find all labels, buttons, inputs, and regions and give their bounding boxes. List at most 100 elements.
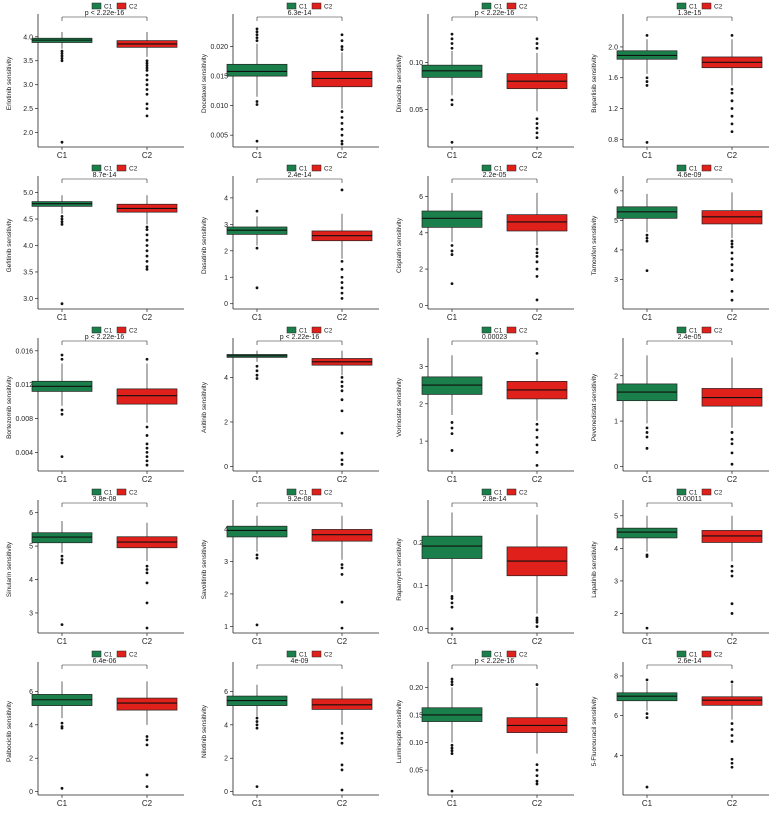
x-tick-label-c1: C1 [57,799,68,808]
outlier-point [730,462,734,466]
box-c2 [311,686,373,792]
outlier-point [145,357,149,361]
box-c2 [701,357,763,466]
box-c1 [616,33,678,144]
legend: C1 C2 [286,2,333,11]
outlier-point [340,133,344,137]
p-value-label: p < 2.22e-16 [475,658,515,665]
y-tick-label: 0.8 [608,137,618,144]
legend-swatch-c2 [701,2,712,10]
legend-swatch-c1 [676,164,687,172]
outlier-point [645,76,649,80]
legend-label-c1: C1 [689,328,698,335]
legend-label-c1: C1 [104,490,113,497]
y-axis-label: Vorinostat sensitivity [396,377,403,437]
outlier-point [145,78,149,82]
outlier-point [645,233,649,237]
boxplot-panel: C1 C2 3 4 5 6 Tamoxifen sensitivity C1 C2 4.6e-09 [591,164,769,322]
outlier-point [645,140,649,144]
outlier-point [60,721,64,725]
outlier-point [340,275,344,279]
legend: C1 C2 [481,2,528,11]
box-body [616,206,678,219]
boxplot-panel: C1 C2 0.004 0.008 0.012 0.016 Bortezomib sensi… [6,326,184,484]
y-tick-label: 0.020 [210,44,228,51]
outlier-point [340,389,344,393]
box-c1 [616,515,678,630]
outlier-point [340,788,344,792]
outlier-point [535,351,539,355]
legend-label-c1: C1 [494,652,503,659]
legend: C1 C2 [676,164,723,173]
outlier-point [535,625,539,628]
x-tick-label-c1: C1 [447,475,458,484]
outlier-point [535,274,539,278]
box-body [116,697,178,711]
outlier-point [60,455,64,459]
outlier-point [340,431,344,435]
outlier-point [255,623,259,627]
outlier-point [645,239,649,243]
boxplot-panel: C1 C2 3.0 3.5 4.0 4.5 5.0 Gefitinib sensitivity… [6,164,184,322]
box-c1 [226,515,288,627]
outlier-point [730,242,734,246]
outlier-point [730,442,734,446]
outlier-point [340,259,344,263]
outlier-point [145,244,149,247]
outlier-point [730,257,734,261]
outlier-point [145,114,149,118]
legend-label-c1: C1 [689,652,698,659]
outlier-point [340,297,344,300]
outlier-point [145,64,149,67]
outlier-point [645,446,649,450]
outlier-point [730,114,734,118]
outlier-point [60,220,64,224]
y-tick-label: 0.012 [15,382,33,389]
legend-label-c1: C1 [689,4,698,11]
boxplot-panel: C1 C2 0 2 4 6 Cisplatin sensitivity C1 C2 2.2e-05 [396,164,574,322]
outlier-point [145,446,149,450]
y-axis-label: Nilotinib sensitivity [201,704,208,758]
legend-label-c1: C1 [494,166,503,173]
box-body [421,535,483,559]
box-c1 [616,193,678,273]
p-value-label: 6.4e-06 [93,658,117,665]
box-body [421,210,483,228]
outlier-point [255,33,259,37]
outlier-point [535,136,539,139]
outlier-point [340,139,344,143]
y-tick-label: 4 [224,722,228,729]
outlier-point [145,442,149,446]
y-tick-label: 1 [224,275,228,282]
legend-label-c1: C1 [299,328,308,335]
x-tick-label-c1: C1 [57,637,68,646]
x-tick-label-c1: C1 [447,637,458,646]
outlier-point [60,56,64,60]
box-c1 [31,353,93,459]
outlier-point [145,73,149,77]
outlier-point [730,87,734,91]
legend-swatch-c1 [481,488,492,496]
outlier-point [535,782,539,786]
y-tick-label: 4 [224,375,228,382]
y-tick-label: 3.0 [23,82,33,89]
p-value-label: p < 2.22e-16 [85,334,125,341]
y-tick-label: 3.0 [23,296,33,303]
boxplot-panel: C1 C2 0 1 2 3 4 Dasatinib sensitivity C1 C2 2.4e-1… [201,164,379,322]
outlier-point [60,412,64,416]
outlier-point [340,45,344,48]
outlier-point [450,42,454,45]
x-tick-label-c2: C2 [532,151,543,160]
legend-label-c2: C2 [714,166,723,173]
legend: C1 C2 [91,2,138,11]
x-tick-label-c1: C1 [252,151,263,160]
significance-bracket: 6.3e-14 [256,10,343,21]
legend: C1 C2 [286,488,333,497]
outlier-point [145,450,149,454]
legend-label-c1: C1 [104,166,113,173]
x-tick-label-c1: C1 [447,151,458,160]
p-value-label: 2.8e-14 [483,496,507,503]
box-c1 [226,27,288,143]
